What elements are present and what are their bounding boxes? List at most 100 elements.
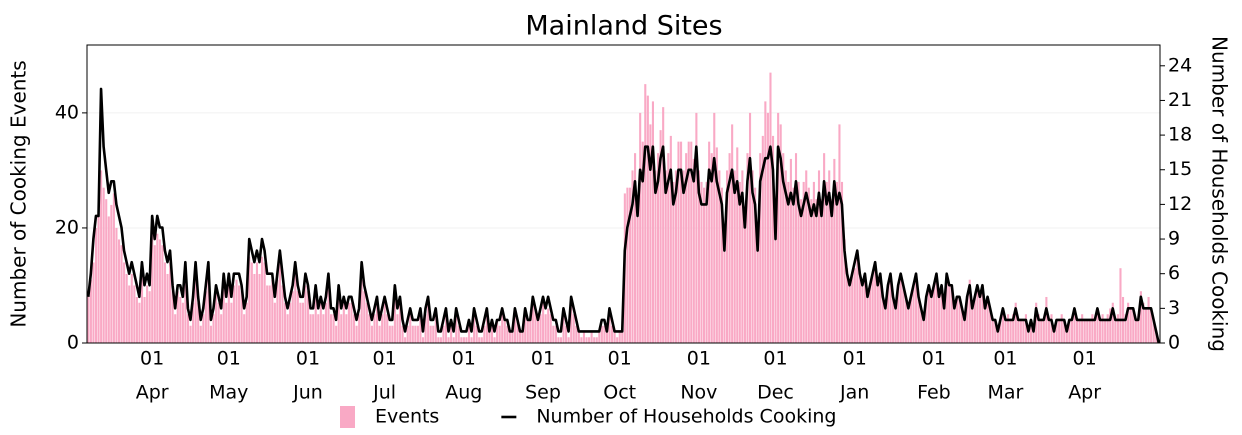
bar [1019,319,1022,343]
bar [917,296,920,343]
bar [680,141,683,343]
bar [375,302,379,343]
bar [1152,319,1155,343]
x-tick-label: 01 [1073,348,1097,370]
bar [508,331,511,343]
bar [222,285,225,343]
bar [1116,314,1119,343]
bar [943,308,946,343]
bar [363,291,366,343]
bar [330,314,333,343]
bar [570,302,573,343]
bar [991,319,994,343]
bar [442,325,445,343]
bar [281,285,284,343]
bar [544,314,547,343]
bar [835,181,838,343]
bar [171,291,174,343]
bar [657,153,660,343]
bar [815,199,818,343]
x-tick-label: 01 [843,348,867,370]
bar [317,314,320,343]
x-tick-label: Nov [680,382,717,404]
bar [488,331,491,343]
x-tick-label: Apr [1068,382,1101,404]
bar [230,302,233,343]
bar [631,170,634,343]
bar [340,314,343,343]
bar [465,337,468,343]
bar [105,199,108,343]
y2-tick-label: 12 [1168,193,1192,215]
bar [940,285,943,343]
bar [478,337,481,343]
bar [1109,308,1112,343]
bar [452,337,455,343]
bar [268,285,271,343]
bar [531,302,534,343]
x-tick-label: Dec [757,382,794,404]
bar [667,153,670,343]
bar [851,273,854,343]
bar [135,296,138,343]
bar [284,302,287,343]
bar [585,337,588,343]
bar [1012,314,1015,343]
bar [342,302,345,343]
bar [189,325,192,343]
bar [805,170,808,343]
x-tick-label: 01 [373,348,397,370]
bar [1139,291,1142,343]
bar [174,314,177,343]
bar [728,153,731,343]
bar [1050,314,1053,343]
bar [146,285,149,343]
bar [156,233,159,343]
bar [692,158,695,343]
bar [307,291,310,343]
bar [674,170,677,343]
y2-axis-label: Number of Households Cooking [1208,36,1232,352]
x-tick-label: 01 [296,348,320,370]
bar [148,291,151,343]
bar [133,285,136,343]
bar [897,285,900,343]
bar [166,273,169,343]
bar [278,262,282,343]
bar [1004,319,1007,343]
bar [636,199,639,343]
y-tick-label: 0 [67,332,79,354]
y2-tick-label: 9 [1168,228,1180,250]
legend-label: Number of Households Cooking [536,406,836,428]
bar [388,325,391,343]
bar [1101,314,1104,343]
y2-tick-label: 6 [1168,262,1180,284]
bar [549,314,552,343]
bar [335,325,338,343]
bar [984,308,987,343]
bar [462,337,465,343]
bar [966,296,969,343]
bar [112,193,115,343]
bar [294,273,297,343]
bar [337,291,340,343]
bar [475,325,478,343]
bar [263,262,266,343]
bar [710,153,713,343]
bar [386,314,389,343]
bar [1037,314,1040,343]
bar [345,314,348,343]
bar [352,314,356,343]
bar [266,285,269,343]
bar [833,158,836,343]
bar [731,124,734,344]
bar [782,153,785,343]
bar [718,170,721,343]
bar [598,331,601,343]
bar [1106,314,1109,343]
bar [1086,319,1089,343]
x-tick-label: Jun [292,382,323,404]
bar [199,325,202,343]
bar [406,325,409,343]
bar [179,296,182,343]
